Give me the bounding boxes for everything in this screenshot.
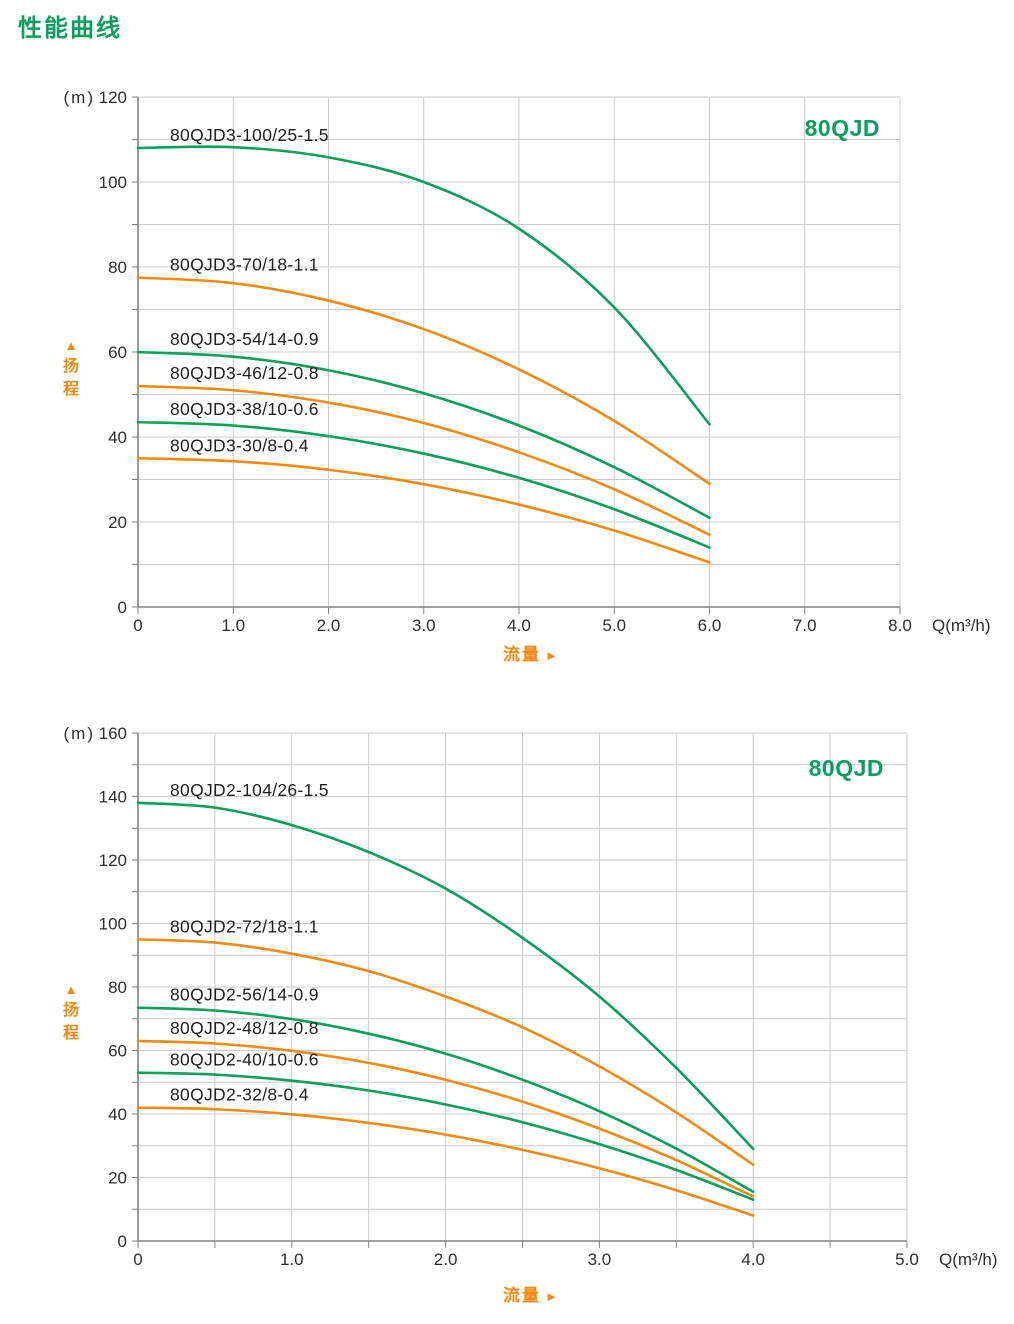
pump-curve xyxy=(136,1039,755,1198)
pump-curve xyxy=(136,420,711,549)
x-tick-label: 7.0 xyxy=(793,616,817,635)
x-axis-name-text: 流量 xyxy=(503,1286,541,1305)
curve-label: 80QJD3-100/25-1.5 xyxy=(170,125,329,145)
chart-canvas: 0 1.0 2.0 3.0 4.0 5.0 0 20 40 60 80 100 120 140 160(m)… xyxy=(64,724,998,1269)
x-tick-label: 2.0 xyxy=(434,1250,458,1269)
y-tick-label: 0 xyxy=(118,1232,127,1251)
y-axis-unit: (m) xyxy=(64,88,95,107)
y-tick-label: 60 xyxy=(108,1042,127,1061)
y-tick-label: 60 xyxy=(108,343,127,362)
x-tick-label: 0 xyxy=(133,616,142,635)
grid xyxy=(132,732,908,1248)
y-axis-unit: (m) xyxy=(64,724,95,743)
x-tick-label: 5.0 xyxy=(602,616,626,635)
x-tick-label: 8.0 xyxy=(888,616,912,635)
grid xyxy=(132,96,901,614)
pump-curve xyxy=(136,938,755,1167)
x-tick-label: 3.0 xyxy=(412,616,436,635)
x-tick-label: 0 xyxy=(133,1250,142,1269)
x-axis-name: 流量 ► xyxy=(503,640,558,665)
x-axis-name: 流量 ► xyxy=(503,1281,558,1306)
curve-label: 80QJD2-104/26-1.5 xyxy=(170,780,329,800)
y-axis-name-text: 扬程 xyxy=(63,1001,80,1043)
y-tick-label: 160 xyxy=(99,724,127,743)
y-tick-label: 40 xyxy=(108,428,127,447)
x-tick-label: 4.0 xyxy=(507,616,531,635)
y-tick-label: 140 xyxy=(99,788,127,807)
x-tick-label: 2.0 xyxy=(317,616,341,635)
pump-curve xyxy=(136,1006,755,1194)
curve-label: 80QJD3-54/14-0.9 xyxy=(170,329,319,349)
pump-curve xyxy=(136,456,711,564)
y-tick-label: 40 xyxy=(108,1105,127,1124)
up-arrow-icon: ▲ xyxy=(64,338,78,353)
pump-curve xyxy=(136,276,711,486)
y-tick-label: 100 xyxy=(99,173,127,192)
curve-label: 80QJD3-30/8-0.4 xyxy=(170,435,309,455)
x-tick-label: 1.0 xyxy=(221,616,245,635)
x-tick-label: 6.0 xyxy=(698,616,722,635)
curve-label: 80QJD3-38/10-0.6 xyxy=(170,399,319,419)
y-axis-name-text: 扬程 xyxy=(63,357,80,399)
right-arrow-icon: ► xyxy=(545,1289,558,1304)
performance-chart-80qjd2: 0 1.0 2.0 3.0 4.0 5.0 0 20 40 60 80 100 120 140 160 (m)… xyxy=(0,700,1014,1324)
up-arrow-icon: ▲ xyxy=(64,982,78,997)
curve-label: 80QJD2-48/12-0.8 xyxy=(170,1018,319,1038)
y-axis-name: ▲ 扬程 xyxy=(56,982,86,1045)
curve-label: 80QJD2-72/18-1.1 xyxy=(170,916,319,936)
page-title: 性能曲线 xyxy=(18,15,122,42)
y-axis-name: ▲ 扬程 xyxy=(56,338,86,401)
x-tick-label: 3.0 xyxy=(588,1250,612,1269)
curve-label: 80QJD2-32/8-0.4 xyxy=(170,1085,309,1105)
pump-curve xyxy=(136,384,711,537)
pump-curve xyxy=(136,145,711,426)
chart-canvas: 0 1.0 2.0 3.0 4.0 5.0 6.0 7.0 8.0 0 20 40 60 80 100 120… xyxy=(64,88,991,635)
y-tick-label: 80 xyxy=(108,258,127,277)
x-axis-name-text: 流量 xyxy=(503,645,541,664)
x-axis-unit: Q(m³/h) xyxy=(939,1250,998,1269)
x-axis-unit: Q(m³/h) xyxy=(932,616,991,635)
right-arrow-icon: ► xyxy=(545,648,558,663)
y-tick-label: 120 xyxy=(99,851,127,870)
x-tick-label: 1.0 xyxy=(280,1250,304,1269)
x-tick-label: 5.0 xyxy=(895,1250,919,1269)
y-tick-label: 100 xyxy=(99,915,127,934)
curve-label: 80QJD3-46/12-0.8 xyxy=(170,363,319,383)
pump-curve xyxy=(136,1106,755,1217)
pump-curve xyxy=(136,801,755,1151)
y-tick-label: 20 xyxy=(108,513,127,532)
curve-label: 80QJD3-70/18-1.1 xyxy=(170,255,319,275)
pump-curve xyxy=(136,350,711,520)
curve-label: 80QJD2-56/14-0.9 xyxy=(170,985,319,1005)
y-tick-label: 80 xyxy=(108,978,127,997)
performance-chart-80qjd3: 0 1.0 2.0 3.0 4.0 5.0 6.0 7.0 8.0 0 20 40 60 80 100 120… xyxy=(56,88,991,665)
chart-model-badge: 80QJD xyxy=(809,755,884,781)
x-tick-label: 4.0 xyxy=(741,1250,765,1269)
y-tick-label: 20 xyxy=(108,1169,127,1188)
curve-label: 80QJD2-40/10-0.6 xyxy=(170,1050,319,1070)
pump-curve xyxy=(136,1071,755,1202)
chart-model-badge: 80QJD xyxy=(805,115,880,141)
y-tick-label: 0 xyxy=(118,598,127,617)
y-tick-label: 120 xyxy=(99,88,127,107)
